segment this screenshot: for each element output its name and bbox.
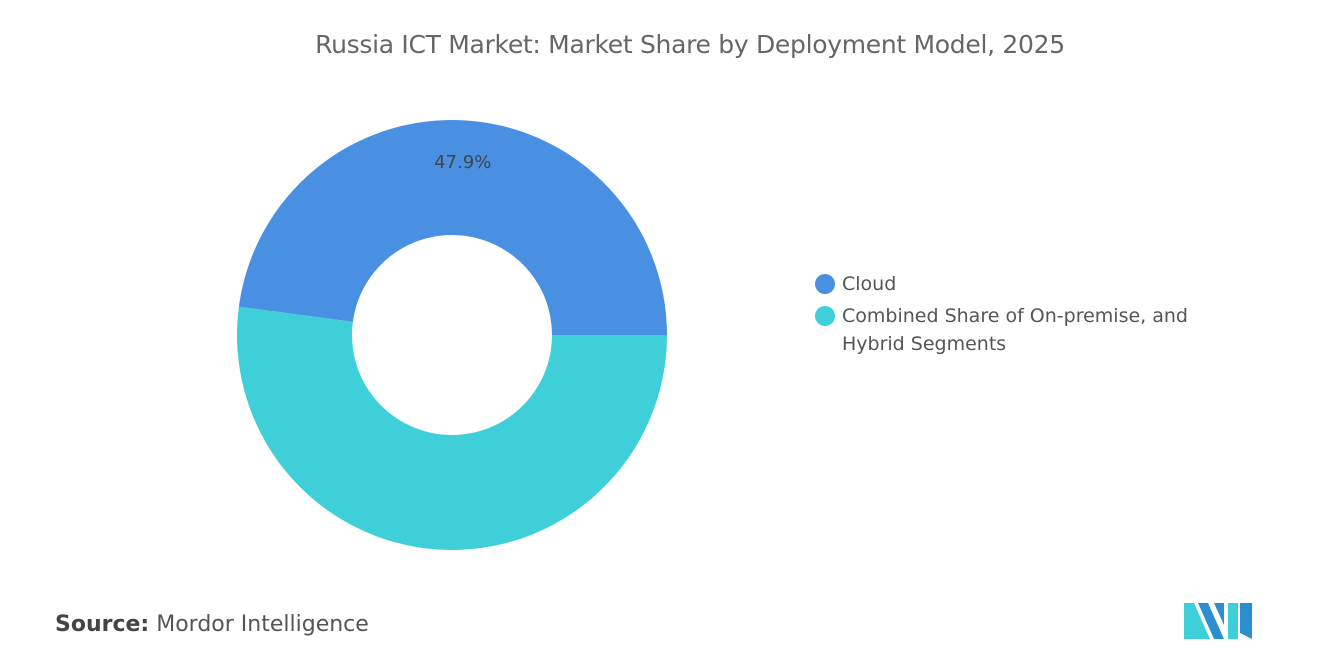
legend-label-cloud: Cloud <box>842 273 897 295</box>
legend-swatch-combined <box>815 306 835 326</box>
chart-title: Russia ICT Market: Market Share by Deplo… <box>315 30 1065 59</box>
data-label-1: 47.9% <box>434 152 491 173</box>
legend-swatch-cloud <box>815 274 835 294</box>
source-note: Source: Mordor Intelligence <box>55 612 369 637</box>
legend-item-combined: Combined Share of On-premise, and Hybrid… <box>815 302 1205 358</box>
legend-label-combined: Combined Share of On-premise, and Hybrid… <box>842 305 1188 355</box>
donut-slice-2 <box>237 306 668 550</box>
donut-slice-1 <box>238 119 667 335</box>
source-label: Source: <box>55 612 150 637</box>
mordor-intelligence-logo <box>1184 603 1252 639</box>
legend-item-cloud: Cloud <box>815 270 896 298</box>
source-value: Mordor Intelligence <box>156 612 369 637</box>
